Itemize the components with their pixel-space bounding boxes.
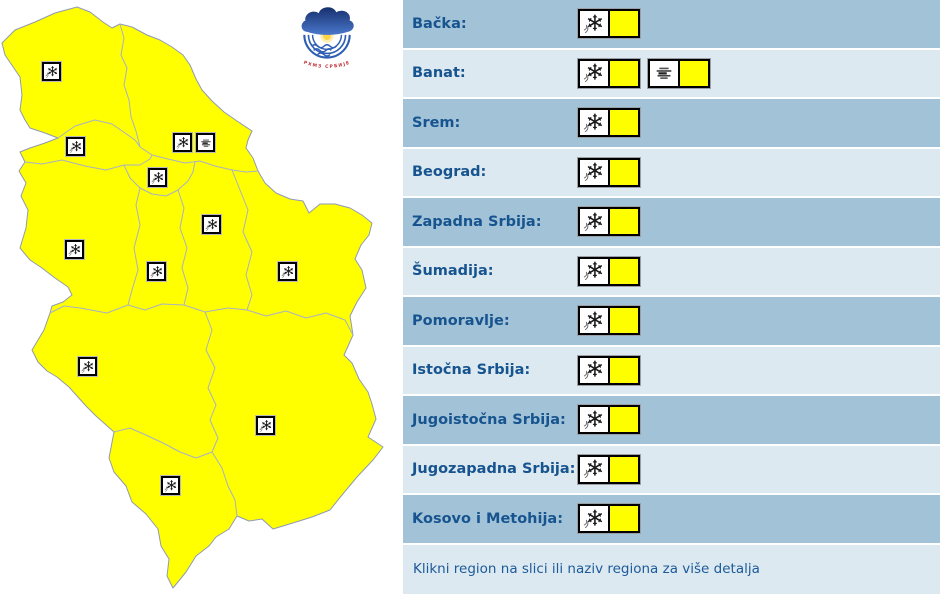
region-label[interactable]: Banat:	[412, 65, 466, 82]
snow-icon	[580, 60, 610, 86]
region-row-jugozapadna-srbija[interactable]: Jugozapadna Srbija:	[403, 445, 940, 493]
region-label[interactable]: Jugozapadna Srbija:	[412, 461, 576, 478]
svg-text:РХМЗ СРБИЈЕ: РХМЗ СРБИЈЕ	[303, 60, 352, 70]
region-row-backa[interactable]: Bačka:	[403, 0, 940, 48]
warning-level-yellow	[610, 308, 638, 334]
region-row-pomoravlje[interactable]: Pomoravlje:	[403, 297, 940, 345]
fog-warning-indicator	[648, 58, 710, 88]
region-warnings	[578, 504, 640, 534]
region-row-beograd[interactable]: Beograd:	[403, 148, 940, 196]
region-row-srem[interactable]: Srem:	[403, 99, 940, 147]
region-label[interactable]: Pomoravlje:	[412, 312, 510, 329]
region-label[interactable]: Beograd:	[412, 164, 487, 181]
region-label[interactable]: Zapadna Srbija:	[412, 213, 542, 230]
snow-warning-indicator	[578, 454, 640, 484]
warning-level-yellow	[610, 258, 638, 284]
region-warnings	[578, 256, 640, 286]
region-label[interactable]: Šumadija:	[412, 263, 494, 280]
region-warnings	[578, 454, 640, 484]
warning-level-yellow	[610, 456, 638, 482]
serbia-map-area: РХМЗ СРБИЈЕ	[0, 0, 403, 594]
warning-level-yellow	[680, 60, 708, 86]
warning-level-yellow	[610, 60, 638, 86]
map-snow-icon-backa[interactable]	[42, 62, 61, 81]
map-snow-icon-istocna-srbija[interactable]	[278, 262, 297, 281]
region-warnings	[578, 58, 710, 88]
region-warnings	[578, 108, 640, 138]
region-warnings	[578, 355, 640, 385]
region-warnings	[578, 157, 640, 187]
snow-warning-indicator	[578, 108, 640, 138]
region-row-kosovo-i-metohija[interactable]: Kosovo i Metohija:	[403, 495, 940, 543]
region-warnings	[578, 405, 640, 435]
snow-warning-indicator	[578, 9, 640, 39]
snow-icon	[580, 258, 610, 284]
snow-icon	[580, 456, 610, 482]
click-hint: Klikni region na slici ili naziv regiona…	[403, 544, 940, 594]
snow-icon	[580, 11, 610, 37]
map-snow-icon-sumadija[interactable]	[147, 262, 166, 281]
warning-level-yellow	[610, 209, 638, 235]
map-snow-icon-srem[interactable]	[66, 137, 85, 156]
warning-level-yellow	[610, 407, 638, 433]
region-row-jugoistocna-srbija[interactable]: Jugoistočna Srbija:	[403, 396, 940, 444]
map-snow-icon-jugozapadna-srbija[interactable]	[78, 357, 97, 376]
snow-icon	[580, 110, 610, 136]
warning-level-yellow	[610, 11, 638, 37]
snow-icon	[580, 159, 610, 185]
region-label[interactable]: Kosovo i Metohija:	[412, 510, 564, 527]
warning-level-yellow	[610, 357, 638, 383]
serbia-map[interactable]	[0, 0, 403, 594]
snow-warning-indicator	[578, 306, 640, 336]
warning-level-yellow	[610, 506, 638, 532]
region-label[interactable]: Srem:	[412, 114, 461, 131]
map-snow-icon-zapadna-srbija[interactable]	[65, 240, 84, 259]
region-warnings	[578, 306, 640, 336]
warning-level-yellow	[610, 110, 638, 136]
rhmz-logo-icon: РХМЗ СРБИЈЕ	[301, 7, 354, 70]
map-snow-icon-kosovo-i-metohija[interactable]	[161, 476, 180, 495]
region-borders	[24, 23, 354, 517]
warning-level-yellow	[610, 159, 638, 185]
region-row-istocna-srbija[interactable]: Istočna Srbija:	[403, 346, 940, 394]
snow-warning-indicator	[578, 207, 640, 237]
fog-icon	[650, 60, 680, 86]
snow-warning-indicator	[578, 504, 640, 534]
snow-icon	[580, 209, 610, 235]
map-snow-icon-pomoravlje[interactable]	[202, 215, 221, 234]
snow-warning-indicator	[578, 405, 640, 435]
region-label[interactable]: Jugoistočna Srbija:	[412, 411, 566, 428]
logo-caption: РХМЗ СРБИЈЕ	[303, 60, 350, 70]
map-snow-icon-beograd[interactable]	[148, 168, 167, 187]
map-snow-icon-banat[interactable]	[173, 133, 192, 152]
map-fog-icon-banat[interactable]	[196, 133, 215, 152]
serbia-outline[interactable]	[1, 6, 384, 589]
region-label[interactable]: Istočna Srbija:	[412, 362, 531, 379]
snow-warning-indicator	[578, 157, 640, 187]
map-snow-icon-jugoistocna-srbija[interactable]	[256, 416, 275, 435]
region-warnings	[578, 207, 640, 237]
snow-icon	[580, 506, 610, 532]
snow-warning-indicator	[578, 355, 640, 385]
snow-icon	[580, 308, 610, 334]
region-label[interactable]: Bačka:	[412, 15, 467, 32]
snow-warning-indicator	[578, 58, 640, 88]
region-warnings	[578, 9, 640, 39]
snow-icon	[580, 357, 610, 383]
region-row-sumadija[interactable]: Šumadija:	[403, 247, 940, 295]
snow-warning-indicator	[578, 256, 640, 286]
region-row-zapadna-srbija[interactable]: Zapadna Srbija:	[403, 198, 940, 246]
snow-icon	[580, 407, 610, 433]
cloud-icon	[301, 7, 354, 35]
region-row-banat[interactable]: Banat:	[403, 49, 940, 97]
region-warning-panel: Bačka: Banat: Srem: Beograd: Zapadna Srb…	[403, 0, 940, 594]
